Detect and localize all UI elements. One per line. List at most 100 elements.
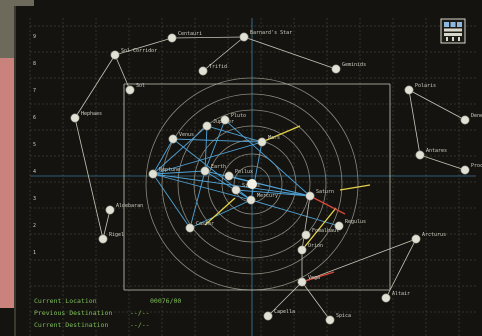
- node-label: Earth: [211, 164, 226, 170]
- node-marker: [125, 85, 135, 95]
- route-line: [189, 170, 206, 229]
- axis-number: 8: [33, 61, 36, 67]
- node-label: Polaris: [415, 83, 436, 89]
- corridor-line: [301, 281, 331, 321]
- route-line: [152, 141, 263, 175]
- node-label: Centauri: [178, 31, 202, 37]
- corridor-line: [408, 89, 466, 121]
- map-node-orion[interactable]: Orion: [297, 243, 323, 255]
- map-node-fomalhaut[interactable]: Fomalhaut: [301, 228, 339, 240]
- map-grid: [29, 18, 476, 336]
- node-marker: [98, 234, 108, 244]
- node-marker: [404, 85, 414, 95]
- gallery-icon[interactable]: [438, 16, 468, 46]
- corridor-line: [243, 36, 337, 70]
- node-label: Castor: [196, 221, 214, 227]
- node-label: Sol Corridor: [121, 48, 157, 54]
- node-label: Sol: [136, 83, 145, 89]
- map-node-sol[interactable]: Sol: [125, 83, 145, 95]
- node-marker: [415, 150, 425, 160]
- map-node-deneb[interactable]: Deneb: [460, 113, 482, 125]
- axis-number: 5: [33, 142, 36, 148]
- node-marker: [231, 185, 241, 195]
- map-node-earth[interactable]: Earth: [200, 164, 226, 176]
- node-marker: [202, 121, 212, 131]
- node-marker: [331, 64, 341, 74]
- route-line: [152, 173, 191, 229]
- axis-numbers: 9 8 7 6 5 4 3 2 1: [33, 34, 36, 256]
- map-node-rigel[interactable]: Rigel: [98, 232, 124, 244]
- map-node-saturn[interactable]: Saturn: [305, 189, 334, 201]
- map-node-procyon[interactable]: Procyon: [460, 163, 482, 175]
- node-marker: [305, 191, 315, 201]
- highlight-line: [301, 207, 337, 251]
- node-label: Hephaes: [81, 111, 102, 117]
- node-label: Geminids: [342, 62, 366, 68]
- map-node-mercury[interactable]: Mercury: [246, 193, 278, 205]
- sector-boundaries: [123, 83, 391, 291]
- alert-line: [301, 271, 335, 283]
- node-marker: [297, 245, 307, 255]
- map-node-geminids[interactable]: Geminids: [331, 62, 366, 74]
- node-marker: [381, 293, 391, 303]
- corridor-line: [114, 37, 173, 56]
- node-marker: [200, 166, 210, 176]
- node-label: Saturn: [316, 189, 334, 195]
- orbit-ring: [161, 93, 343, 275]
- node-marker: [110, 50, 120, 60]
- gallery-icon-glyph: [440, 18, 466, 44]
- map-node-vega[interactable]: Vega: [297, 275, 320, 287]
- corridor-line: [102, 209, 111, 240]
- status-readout: Current Location 00076/00 Previous Desti…: [34, 297, 181, 329]
- map-node-aldebaran[interactable]: Aldebaran: [105, 203, 143, 215]
- node-label: Antares: [426, 148, 447, 154]
- corridor-line: [385, 238, 417, 299]
- axis-number: 2: [33, 223, 36, 229]
- map-node-altair[interactable]: Altair: [381, 291, 410, 303]
- map-node-castor[interactable]: Castor: [185, 221, 214, 233]
- node-label: Pluto: [231, 113, 246, 119]
- map-node-neptune[interactable]: Neptune: [148, 167, 180, 179]
- node-marker: [239, 32, 249, 42]
- axis-number: 4: [33, 169, 36, 175]
- map-node-sol-corridor[interactable]: Sol Corridor: [110, 48, 157, 60]
- map-node-pluto[interactable]: Pluto: [220, 113, 246, 125]
- node-label: Capella: [274, 309, 295, 315]
- route-line: [204, 119, 226, 172]
- corridor-line: [114, 54, 131, 91]
- map-node-centauri[interactable]: Centauri: [167, 31, 202, 43]
- map-node-spica[interactable]: Spica: [325, 313, 351, 325]
- node-marker: [246, 195, 256, 205]
- map-node-capella[interactable]: Capella: [263, 309, 295, 321]
- status-line-3-label: Current Destination: [34, 321, 108, 329]
- node-label: Barnard's Star: [250, 30, 292, 36]
- map-node-antares[interactable]: Antares: [415, 148, 447, 160]
- route-line: [206, 125, 263, 143]
- map-node-polaris[interactable]: Polaris: [404, 83, 436, 95]
- corridor-line: [267, 281, 303, 317]
- map-node-pollux[interactable]: Pollux: [224, 169, 253, 181]
- map-node-arcturus[interactable]: Arcturus: [411, 232, 446, 244]
- node-marker: [257, 137, 267, 147]
- node-label: Vega: [308, 275, 320, 281]
- navigation-screen[interactable]: [14, 6, 482, 336]
- map-node-regulus[interactable]: Regulus: [334, 219, 366, 231]
- corridor-line: [171, 36, 245, 39]
- route-line: [224, 119, 311, 197]
- map-node-trifid[interactable]: Trifid: [198, 64, 227, 76]
- corridor-line: [408, 89, 421, 156]
- route-line: [204, 170, 252, 201]
- map-node-barnards-star[interactable]: Barnard's Star: [239, 30, 292, 42]
- status-line-1-value: 00076/00: [150, 297, 181, 305]
- map-node-venus[interactable]: Venus: [168, 132, 194, 144]
- node-marker: [148, 169, 158, 179]
- corridor-line: [301, 238, 417, 283]
- node-label: Trifid: [209, 64, 227, 70]
- map-node-mars[interactable]: Mars: [257, 135, 280, 147]
- node-marker: [460, 115, 470, 125]
- route-line: [189, 199, 252, 229]
- map-node-hephaes[interactable]: Hephaes: [70, 111, 102, 123]
- node-label: Regulus: [345, 219, 366, 225]
